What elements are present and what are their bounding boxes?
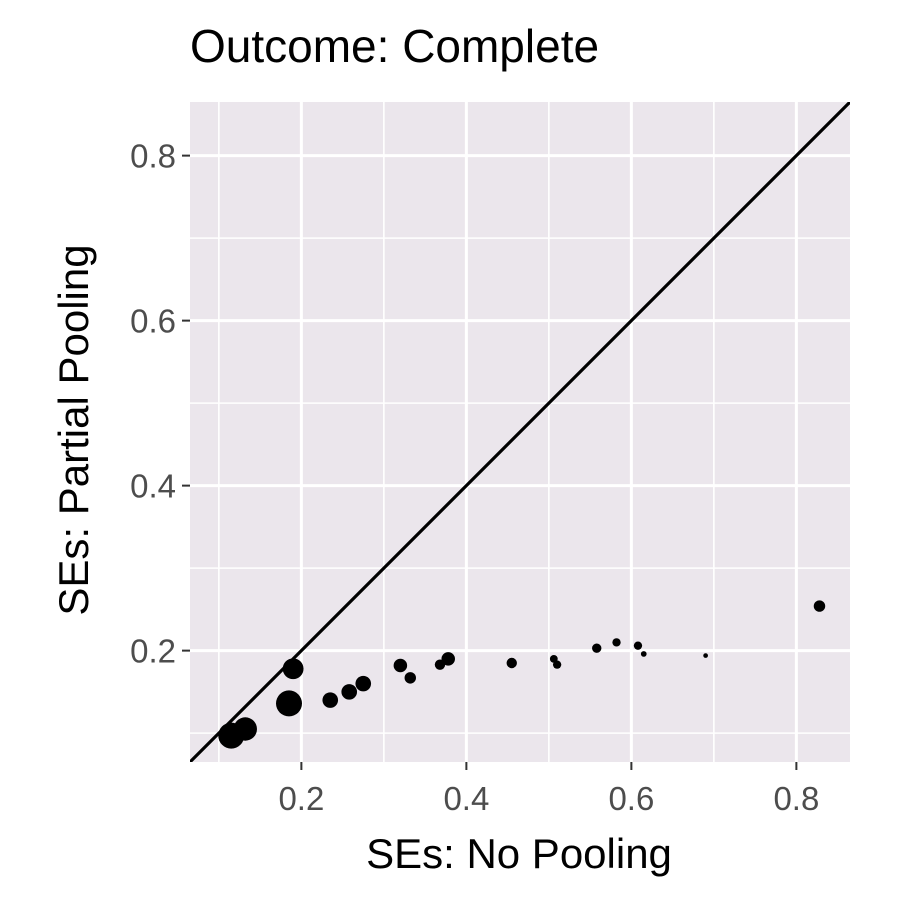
y-tick-label: 0.2: [130, 633, 176, 670]
data-point: [355, 675, 372, 692]
x-tick-label: 0.4: [443, 780, 489, 817]
x-tick-label: 0.8: [773, 780, 819, 817]
x-axis-title: SEs: No Pooling: [366, 830, 672, 877]
data-point: [640, 651, 647, 657]
data-point: [813, 600, 826, 612]
data-point: [404, 672, 416, 684]
data-point: [633, 641, 643, 650]
data-point: [506, 657, 517, 669]
y-tick-label: 0.8: [130, 138, 176, 175]
data-point: [282, 658, 304, 680]
identity-line: [190, 102, 850, 762]
x-tick-label: 0.2: [278, 780, 324, 817]
data-point: [612, 638, 621, 647]
data-point: [441, 652, 455, 666]
y-axis-title: SEs: Partial Pooling: [50, 244, 97, 615]
data-point: [703, 653, 708, 658]
data-point: [552, 660, 562, 669]
chart-title: Outcome: Complete: [190, 20, 599, 72]
data-point: [592, 643, 602, 653]
data-point: [393, 658, 408, 673]
y-tick-label: 0.6: [130, 303, 176, 340]
data-point: [233, 717, 257, 741]
plot-area: 0.2 0.4 0.6 0.8 0.2 0.4 0.6 0.8: [130, 102, 850, 817]
data-point: [341, 684, 358, 700]
data-point: [322, 692, 339, 708]
y-tick-label: 0.4: [130, 468, 176, 505]
x-tick-label: 0.6: [608, 780, 654, 817]
data-point: [276, 690, 302, 717]
